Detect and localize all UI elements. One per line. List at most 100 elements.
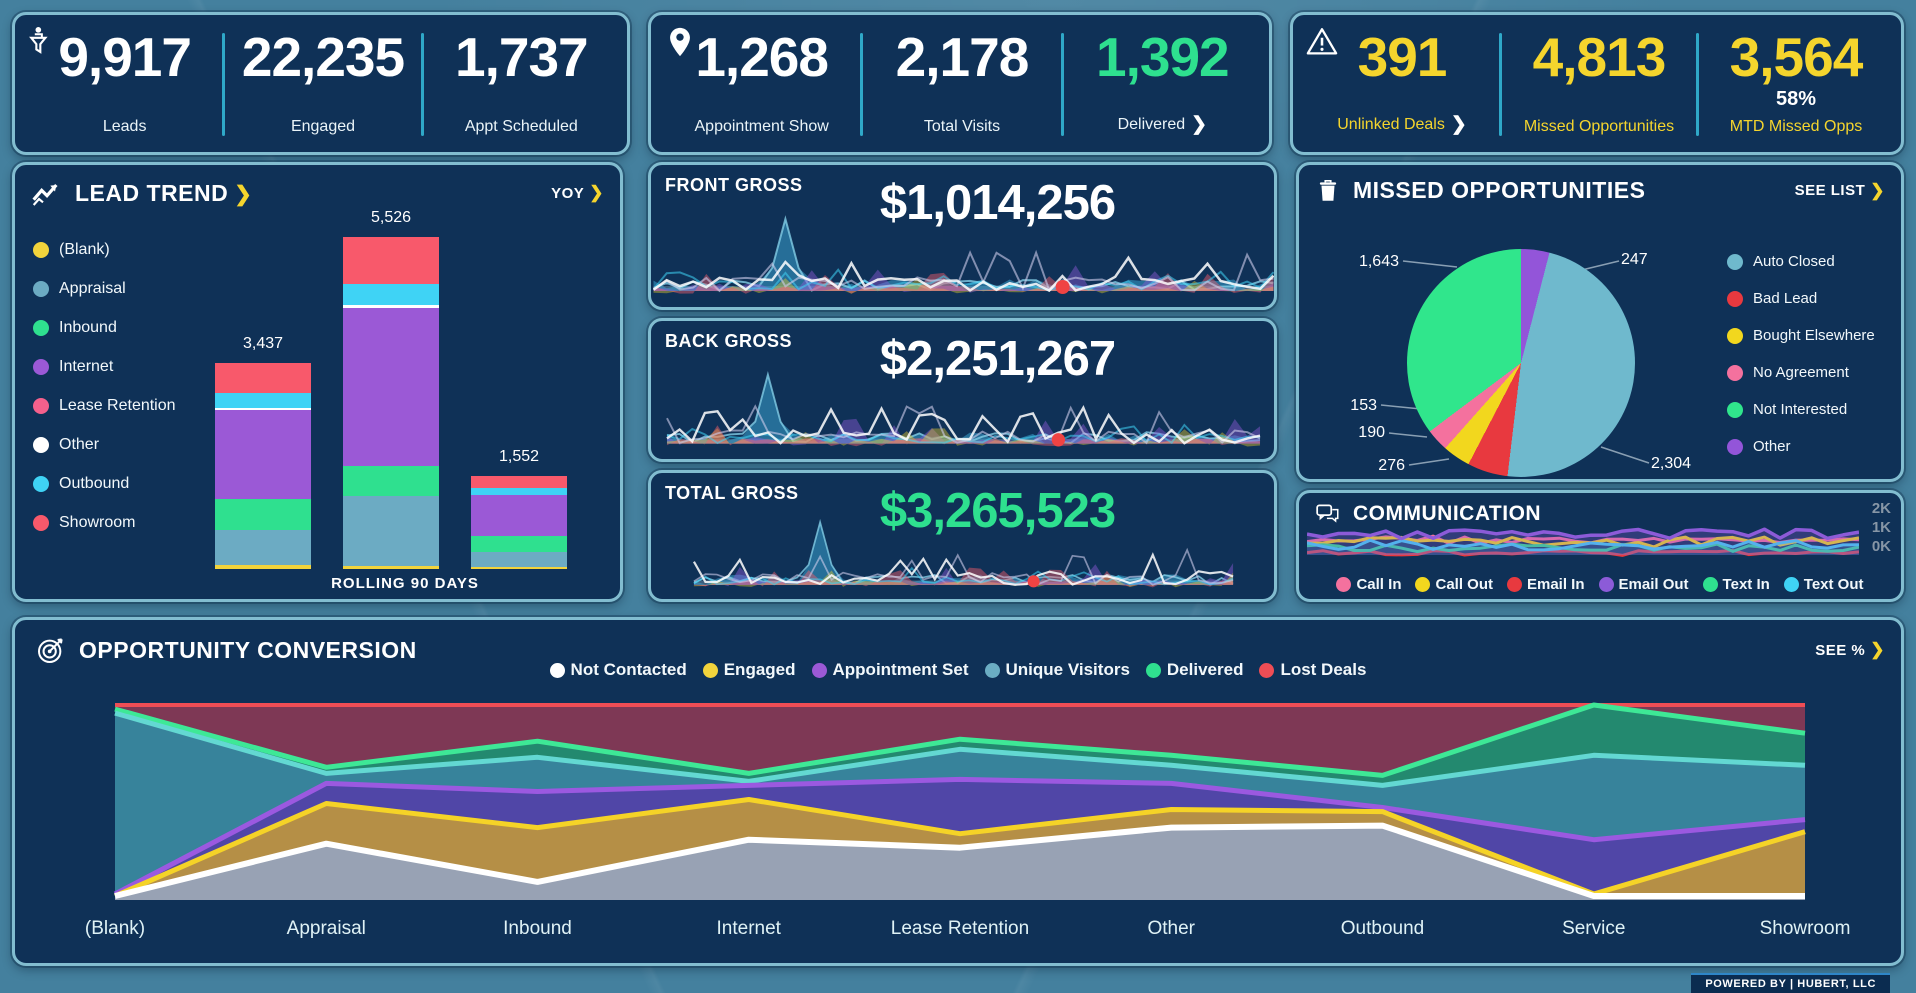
- area-series-not-contacted[interactable]: [115, 825, 1805, 900]
- kpi-label: Missed Opportunities: [1523, 118, 1675, 135]
- legend-item-email-out[interactable]: Email Out: [1598, 576, 1689, 593]
- legend-item-appraisal[interactable]: Appraisal: [33, 280, 176, 298]
- kpi-metric-appt-scheduled: 1,737 Appt Scheduled: [426, 25, 617, 144]
- bar-segment-showroom[interactable]: [215, 362, 311, 394]
- missed-opportunities-legend: Auto Closed Bad Lead Bought Elsewhere No Ag…: [1727, 253, 1875, 475]
- bar-segment-other[interactable]: [215, 407, 311, 410]
- communication-line-chart[interactable]: [1307, 507, 1859, 565]
- kpi-metric-unlinked-deals: 391 Unlinked Deals ❯: [1307, 25, 1497, 144]
- kpi-value: 4,813: [1532, 26, 1667, 88]
- legend-item-delivered[interactable]: Delivered: [1145, 660, 1243, 680]
- legend-item-unique-visitors[interactable]: Unique Visitors: [984, 660, 1130, 680]
- see-list-button[interactable]: SEE LIST ❯: [1794, 180, 1885, 200]
- line-series-delivered[interactable]: [114, 702, 1806, 778]
- legend-dot: [1727, 327, 1743, 344]
- bar-segment-internet[interactable]: [471, 495, 567, 536]
- stacked-bar[interactable]: [215, 362, 311, 569]
- line-series-unique-visitors[interactable]: [114, 710, 1806, 788]
- bar-segment-inbound[interactable]: [471, 535, 567, 553]
- bar-segment-outbound[interactable]: [471, 488, 567, 495]
- legend-dot: [33, 515, 49, 531]
- missed-opportunities-pie[interactable]: [1407, 249, 1635, 477]
- legend-item-showroom[interactable]: Showroom: [33, 514, 176, 532]
- total-gross-sparkline[interactable]: [653, 517, 1274, 597]
- chevron-right-icon[interactable]: ❯: [1450, 114, 1467, 135]
- legend-item-bad-lead[interactable]: Bad Lead: [1727, 290, 1875, 307]
- bar-segment-showroom[interactable]: [343, 237, 439, 284]
- chevron-right-icon[interactable]: ❯: [1191, 114, 1208, 135]
- legend-item-internet[interactable]: Internet: [33, 358, 176, 376]
- legend-label: Other: [59, 436, 100, 453]
- front-gross-sparkline[interactable]: [653, 213, 1274, 305]
- kpi-metrics: 1,268 Appointment Show 2,178 Total Visits 1,…: [651, 15, 1269, 152]
- drill-chevron-icon: ❯: [234, 182, 253, 206]
- legend-label: Unique Visitors: [1005, 660, 1130, 679]
- bar-segment--blank-[interactable]: [471, 567, 567, 569]
- front-gross-card: FRONT GROSS $1,014,256: [648, 162, 1277, 310]
- legend-item-call-in[interactable]: Call In: [1336, 576, 1401, 593]
- bar-segment-other[interactable]: [343, 305, 439, 309]
- legend-label: Call Out: [1435, 576, 1493, 593]
- opportunity-conversion-title: OPPORTUNITY CONVERSION: [79, 636, 417, 663]
- bar-segment-showroom[interactable]: [471, 475, 567, 489]
- x-axis-label: Inbound: [503, 918, 572, 939]
- bar-segment-appraisal[interactable]: [343, 496, 439, 566]
- legend-item-text-out[interactable]: Text Out: [1783, 576, 1864, 593]
- line-series-appointment-set[interactable]: [113, 776, 1806, 897]
- bar-segment-internet[interactable]: [343, 308, 439, 467]
- legend-dot: [1507, 577, 1522, 592]
- bar-segment--blank-[interactable]: [343, 565, 439, 569]
- stacked-bar[interactable]: [343, 237, 439, 569]
- bar-segment-inbound[interactable]: [215, 498, 311, 530]
- bar-segment-outbound[interactable]: [215, 393, 311, 408]
- legend-item-not-interested[interactable]: Not Interested: [1727, 401, 1875, 418]
- legend-item-lost-deals[interactable]: Lost Deals: [1259, 660, 1366, 680]
- legend-item-other[interactable]: Other: [1727, 438, 1875, 455]
- total-gross-card: TOTAL GROSS $3,265,523: [648, 470, 1277, 602]
- legend-item-inbound[interactable]: Inbound: [33, 319, 176, 337]
- x-axis-label: Showroom: [1760, 918, 1851, 939]
- legend-item-auto-closed[interactable]: Auto Closed: [1727, 253, 1875, 270]
- legend-item-email-in[interactable]: Email In: [1507, 576, 1585, 593]
- lead-trend-bar-chart[interactable]: 3,437 5,526 1,552: [185, 209, 625, 569]
- legend-item-bought-elsewhere[interactable]: Bought Elsewhere: [1727, 327, 1875, 344]
- legend-item-text-in[interactable]: Text In: [1702, 576, 1770, 593]
- legend-label: Not Contacted: [570, 660, 687, 679]
- legend-item-call-out[interactable]: Call Out: [1415, 576, 1493, 593]
- bar-segment--blank-[interactable]: [215, 564, 311, 569]
- legend-dot: [1145, 662, 1161, 678]
- y-tick-label: 2K: [1871, 500, 1891, 517]
- legend-item-outbound[interactable]: Outbound: [33, 475, 176, 493]
- trend-zigzag-icon: [32, 183, 58, 206]
- legend-item-appointment-set[interactable]: Appointment Set: [811, 660, 969, 680]
- lead-trend-legend: (Blank) Appraisal Inbound Internet Lease Ret…: [33, 241, 176, 553]
- legend-dot: [1415, 577, 1431, 592]
- legend-item-not-contacted[interactable]: Not Contacted: [549, 660, 687, 680]
- legend-item--blank-[interactable]: (Blank): [33, 241, 176, 259]
- kpi-metric-missed-opportunities: 4,813 Missed Opportunities: [1504, 25, 1694, 144]
- conversion-area-chart[interactable]: (Blank) Appraisal Inbound Internet Lease Ret…: [15, 682, 1901, 966]
- bar-segment-appraisal[interactable]: [215, 529, 311, 565]
- legend-dot: [33, 281, 49, 297]
- line-series-engaged[interactable]: [113, 797, 1806, 899]
- kpi-label: Appt Scheduled: [464, 118, 578, 135]
- bar-segment-appraisal[interactable]: [471, 552, 567, 568]
- communication-title: COMMUNICATION: [1353, 502, 1542, 525]
- legend-label: Lease Retention: [59, 397, 176, 414]
- stacked-bar[interactable]: [471, 475, 567, 569]
- legend-dot: [33, 437, 49, 453]
- bar-segment-internet[interactable]: [215, 409, 311, 499]
- legend-item-engaged[interactable]: Engaged: [702, 660, 796, 680]
- bar-segment-inbound[interactable]: [343, 466, 439, 497]
- legend-item-other[interactable]: Other: [33, 436, 176, 454]
- back-gross-sparkline[interactable]: [653, 369, 1274, 457]
- see-percent-button[interactable]: SEE % ❯: [1815, 640, 1885, 659]
- legend-item-lease-retention[interactable]: Lease Retention: [33, 397, 176, 415]
- legend-dot: [33, 398, 49, 414]
- yoy-toggle[interactable]: YOY ❯: [551, 183, 604, 202]
- pie-callout-not-interested: 1,643: [1358, 253, 1399, 270]
- legend-item-no-agreement[interactable]: No Agreement: [1727, 364, 1875, 381]
- bar-segment-outbound[interactable]: [343, 283, 439, 306]
- line-series-not-contacted[interactable]: [114, 822, 1805, 899]
- total-gross-value: $3,265,523: [879, 484, 1116, 538]
